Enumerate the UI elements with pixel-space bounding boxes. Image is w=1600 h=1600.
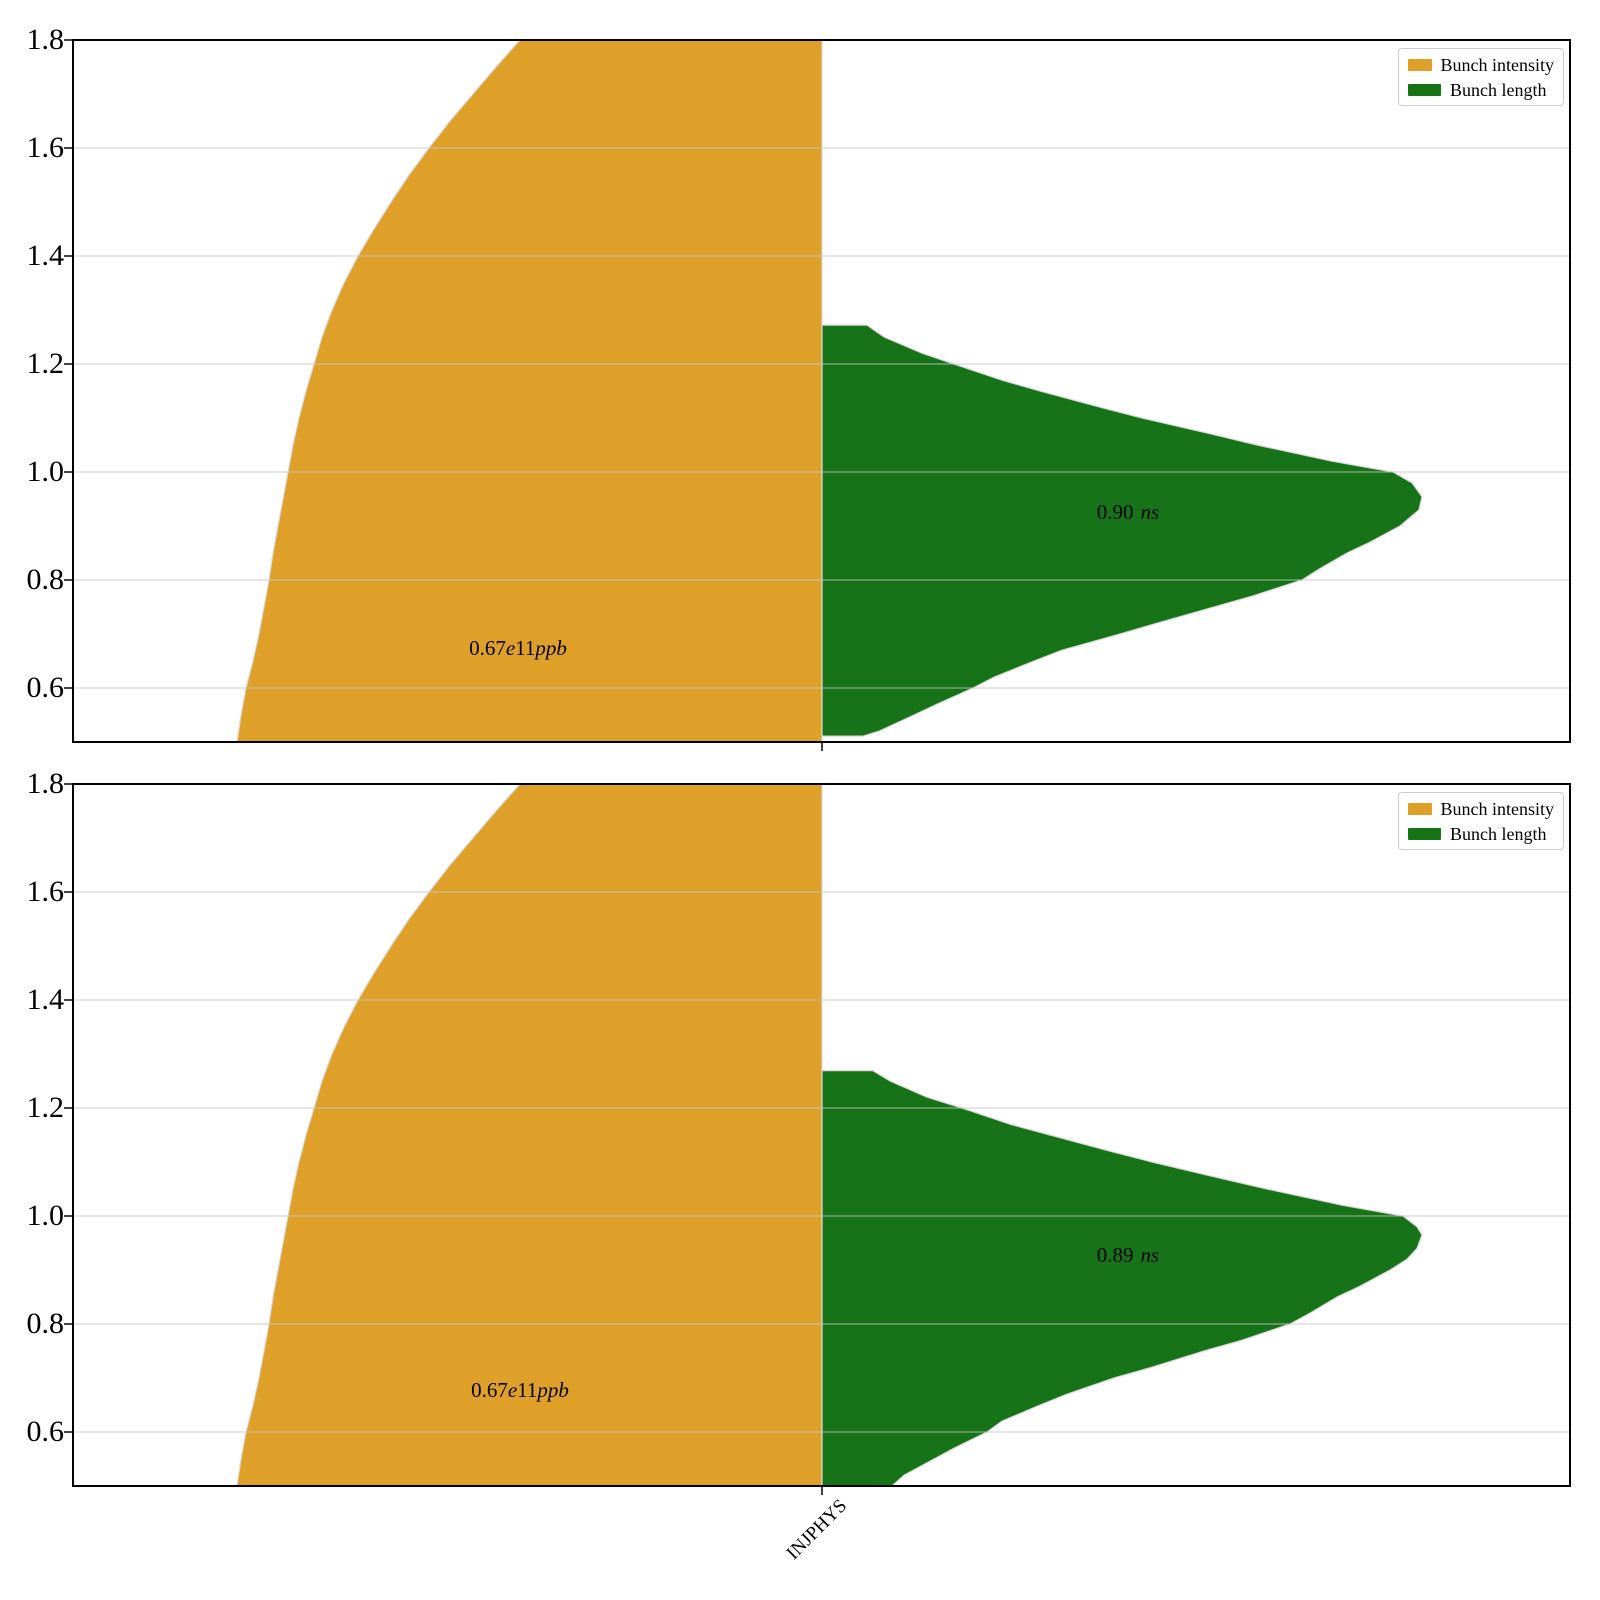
annotation-bunch-length: 0.90 ns	[1097, 500, 1159, 524]
legend: Bunch intensity Bunch length	[1398, 792, 1564, 850]
annotation-unit: e	[505, 636, 516, 660]
legend-label: Bunch intensity	[1440, 798, 1555, 819]
annotation-value: 11	[517, 1378, 538, 1402]
annotation-value: 0.67	[469, 636, 506, 660]
bunch-intensity-swatch-icon	[1408, 58, 1432, 71]
y-tick-label: 0.8	[26, 1307, 65, 1340]
y-tick-label: 1.4	[26, 983, 65, 1016]
annotation-bunch-intensity: 0.67e11ppb	[469, 636, 567, 660]
y-tick-label: 0.6	[26, 1415, 65, 1448]
annotation-unit: ns	[1140, 1243, 1160, 1267]
y-tick-label: 1.0	[26, 455, 65, 488]
y-tick-label: 1.8	[26, 767, 65, 800]
bunch-length-swatch-icon	[1408, 827, 1441, 840]
bunch-intensity-swatch-icon	[1408, 802, 1432, 815]
legend-item-bunch-length: Bunch length	[1408, 823, 1554, 844]
legend-label: Bunch intensity	[1440, 54, 1555, 75]
annotation-unit: ns	[1140, 500, 1160, 524]
y-tick-label: 1.0	[26, 1199, 65, 1232]
legend: Bunch intensity Bunch length	[1398, 48, 1564, 106]
annotation-value: 11	[515, 636, 536, 660]
y-tick-label: 1.8	[26, 23, 65, 56]
y-tick-label: 1.6	[26, 131, 65, 164]
legend-label: Bunch length	[1450, 79, 1547, 100]
legend-label: Bunch length	[1450, 823, 1547, 844]
annotation-value: 0.90	[1096, 500, 1134, 524]
y-tick-label: 0.8	[26, 563, 65, 596]
annotation-unit: ppb	[537, 1378, 569, 1402]
y-tick-label: 1.4	[26, 239, 65, 272]
y-tick-label: 1.2	[26, 1091, 65, 1124]
legend-item-bunch-intensity: Bunch intensity	[1408, 54, 1554, 75]
annotation-bunch-intensity: 0.67e11ppb	[471, 1378, 569, 1402]
annotation-value: 0.89	[1096, 1243, 1134, 1267]
bunch-length-swatch-icon	[1408, 83, 1441, 96]
y-tick-label: 1.6	[26, 875, 65, 908]
y-tick-label: 0.6	[26, 671, 65, 704]
annotation-value: 0.67	[471, 1378, 508, 1402]
legend-item-bunch-intensity: Bunch intensity	[1408, 798, 1554, 819]
annotation-unit: ppb	[535, 636, 567, 660]
legend-item-bunch-length: Bunch length	[1408, 79, 1554, 100]
y-tick-label: 1.2	[26, 347, 65, 380]
annotation-bunch-length: 0.89 ns	[1097, 1243, 1159, 1267]
annotation-unit: e	[507, 1378, 518, 1402]
